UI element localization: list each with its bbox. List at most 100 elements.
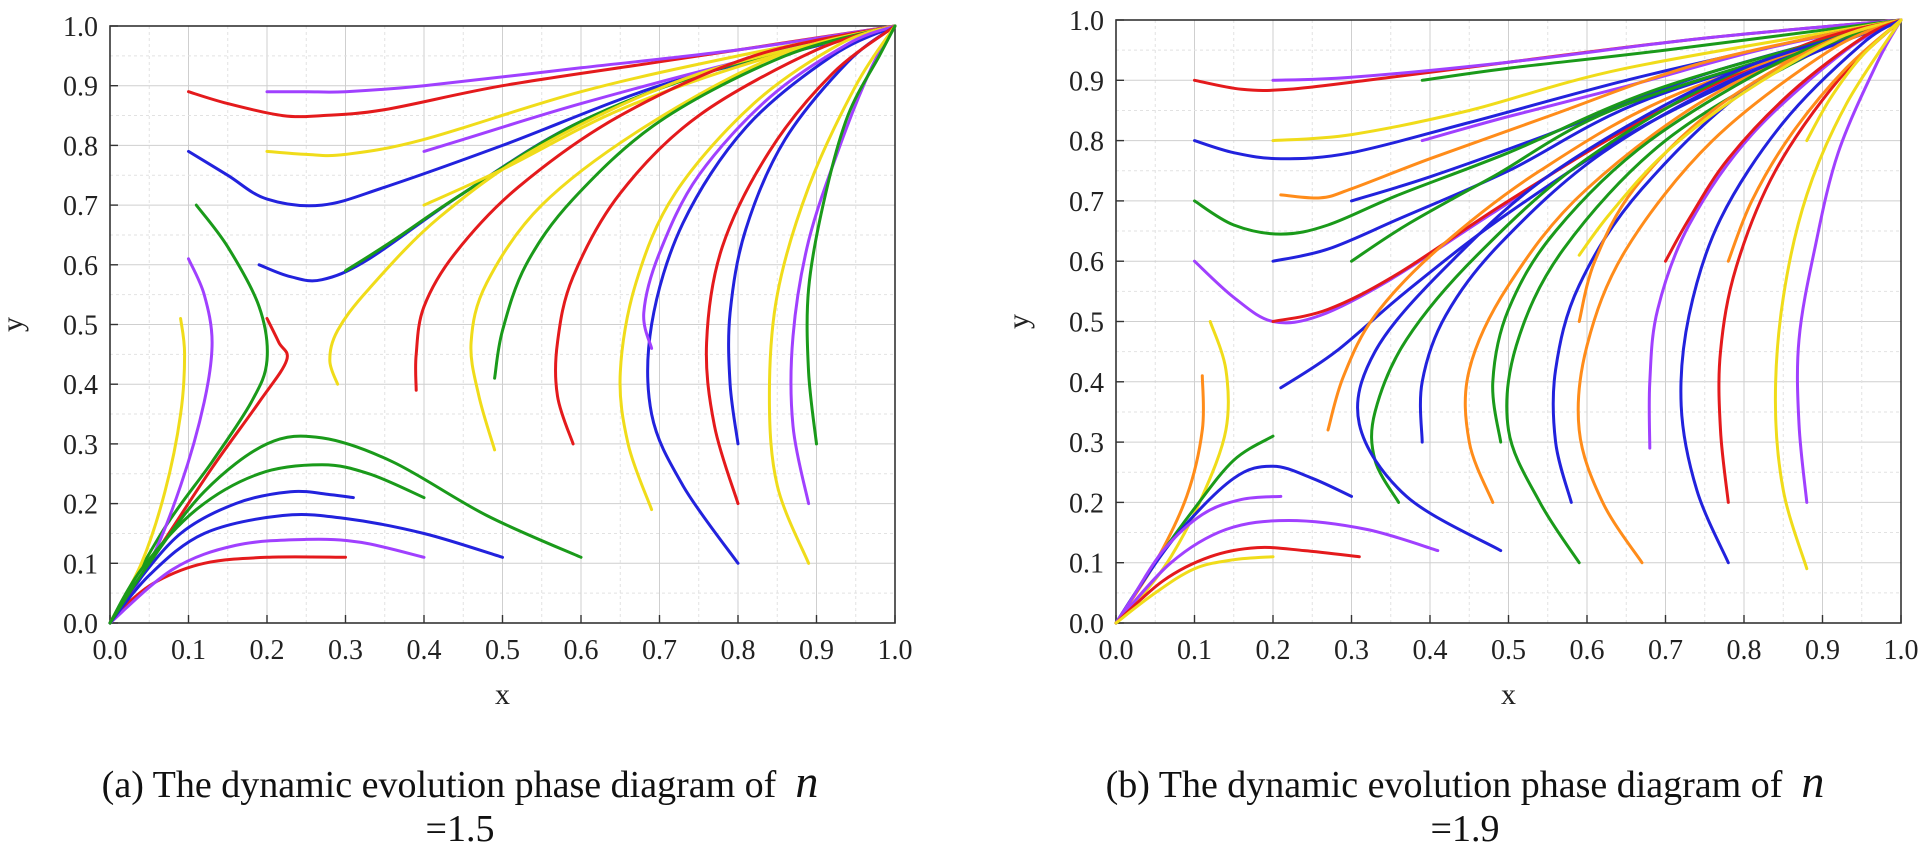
trajectory-line (108, 513, 504, 625)
y-tick-label: 0.9 (63, 72, 98, 103)
y-tick-label: 0.3 (63, 430, 98, 461)
caption-a-symbol: n (795, 756, 819, 807)
trajectory-line (1717, 18, 1903, 504)
x-tick-label: 1.0 (878, 635, 913, 666)
x-tick-label: 0.5 (485, 635, 520, 666)
trajectory-line (1418, 18, 1903, 444)
trajectory-line (727, 24, 897, 446)
axis-ticks-b: 0.0 0.1 0.2 0.3 0.4 0.5 0.6 0.7 0.8 0.9 1.0 0.0 0.1 0… (1069, 6, 1919, 666)
trajectory-line (646, 24, 897, 565)
trajectory-line (1576, 18, 1903, 565)
y-tick-label: 0.0 (63, 609, 98, 640)
y-tick-label: 0.7 (63, 191, 98, 222)
trajectory-line (108, 257, 214, 625)
x-tick-label: 0.0 (1099, 635, 1134, 666)
trajectories-b (1114, 18, 1903, 625)
trajectory-line (1271, 18, 1903, 82)
trajectory-line (108, 317, 187, 625)
x-axis-label-a: x (495, 678, 510, 711)
y-tick-label: 0.8 (63, 131, 98, 162)
trajectory-line (1114, 545, 1361, 625)
trajectory-line (414, 24, 897, 392)
y-tick-label: 0.5 (1069, 308, 1104, 339)
trajectory-line (265, 24, 897, 158)
x-tick-label: 0.7 (1648, 635, 1683, 666)
trajectory-line (1679, 18, 1903, 565)
x-axis-label-b: x (1501, 678, 1516, 711)
x-tick-label: 0.3 (328, 635, 363, 666)
y-tick-label: 0.2 (1069, 488, 1104, 519)
x-tick-label: 0.1 (171, 635, 206, 666)
x-tick-label: 0.2 (1256, 635, 1291, 666)
trajectory-line (108, 463, 426, 625)
y-tick-label: 1.0 (63, 12, 98, 43)
x-tick-label: 1.0 (1884, 635, 1919, 666)
trajectories-a (108, 24, 897, 625)
y-tick-label: 0.4 (63, 370, 98, 401)
phase-diagram-a: 0.0 0.1 0.2 0.3 0.4 0.5 0.6 0.7 0.8 0.9 1.0 0.0 0.1 0… (0, 12, 913, 711)
x-tick-label: 0.4 (407, 635, 442, 666)
y-tick-label: 0.1 (1069, 549, 1104, 580)
x-tick-label: 0.2 (250, 635, 285, 666)
trajectory-line (1726, 18, 1903, 263)
trajectory-line (642, 24, 897, 350)
trajectory-line (805, 24, 897, 446)
trajectory-line (328, 24, 897, 386)
y-tick-label: 0.9 (1069, 66, 1104, 97)
x-tick-label: 0.3 (1334, 635, 1369, 666)
trajectory-line (265, 24, 897, 94)
trajectory-line (1491, 18, 1903, 444)
caption-a: (a) The dynamic evolution phase diagram … (10, 759, 910, 851)
trajectory-line (1664, 18, 1903, 263)
x-tick-label: 0.7 (642, 635, 677, 666)
trajectory-line (618, 24, 897, 512)
trajectory-line (1356, 18, 1903, 553)
x-tick-label: 0.9 (799, 635, 834, 666)
trajectory-line (767, 24, 897, 565)
trajectory-line (553, 24, 897, 446)
phase-diagram-b: 0.0 0.1 0.2 0.3 0.4 0.5 0.6 0.7 0.8 0.9 1.0 0.0 0.1 0… (1002, 6, 1919, 711)
y-tick-label: 0.4 (1069, 368, 1104, 399)
x-tick-label: 0.1 (1177, 635, 1212, 666)
trajectory-line (1577, 18, 1903, 257)
x-tick-label: 0.5 (1491, 635, 1526, 666)
caption-a-prefix: (a) The dynamic evolution phase diagram … (101, 764, 777, 806)
trajectory-line (469, 24, 897, 452)
trajectory-line (1805, 18, 1903, 143)
trajectory-line (493, 24, 897, 380)
y-axis-label-a: y (0, 317, 29, 332)
caption-b-prefix: (b) The dynamic evolution phase diagram … (1105, 764, 1783, 806)
caption-b-line1: (b) The dynamic evolution phase diagram … (1010, 759, 1920, 807)
caption-a-value: =1.5 (425, 808, 495, 850)
trajectory-line (1795, 18, 1903, 504)
x-tick-label: 0.6 (1570, 635, 1605, 666)
x-tick-label: 0.0 (93, 635, 128, 666)
trajectory-line (1114, 555, 1275, 625)
trajectory-line (1114, 519, 1440, 625)
caption-b-value: =1.9 (1430, 808, 1500, 850)
trajectory-line (108, 434, 583, 625)
y-tick-label: 0.3 (1069, 428, 1104, 459)
trajectory-line (1193, 18, 1903, 236)
y-tick-label: 0.6 (63, 251, 98, 282)
y-tick-label: 0.8 (1069, 127, 1104, 158)
y-tick-label: 0.7 (1069, 187, 1104, 218)
axis-ticks-a: 0.0 0.1 0.2 0.3 0.4 0.5 0.6 0.7 0.8 0.9 1.0 0.0 0.1 0… (63, 12, 913, 666)
y-tick-label: 0.1 (63, 549, 98, 580)
trajectory-line (1773, 18, 1903, 571)
trajectory-line (1420, 18, 1903, 82)
y-tick-label: 0.2 (63, 490, 98, 521)
x-tick-label: 0.8 (1727, 635, 1762, 666)
x-tick-label: 0.6 (564, 635, 599, 666)
trajectory-line (704, 24, 897, 506)
trajectory-line (1114, 374, 1205, 625)
trajectory-line (108, 537, 426, 625)
x-tick-label: 0.8 (721, 635, 756, 666)
y-tick-label: 0.6 (1069, 247, 1104, 278)
caption-b: (b) The dynamic evolution phase diagram … (1010, 759, 1920, 851)
caption-a-line1: (a) The dynamic evolution phase diagram … (10, 759, 910, 807)
trajectory-line (1463, 18, 1903, 504)
trajectory-line (1271, 18, 1903, 143)
y-tick-label: 0.0 (1069, 609, 1104, 640)
